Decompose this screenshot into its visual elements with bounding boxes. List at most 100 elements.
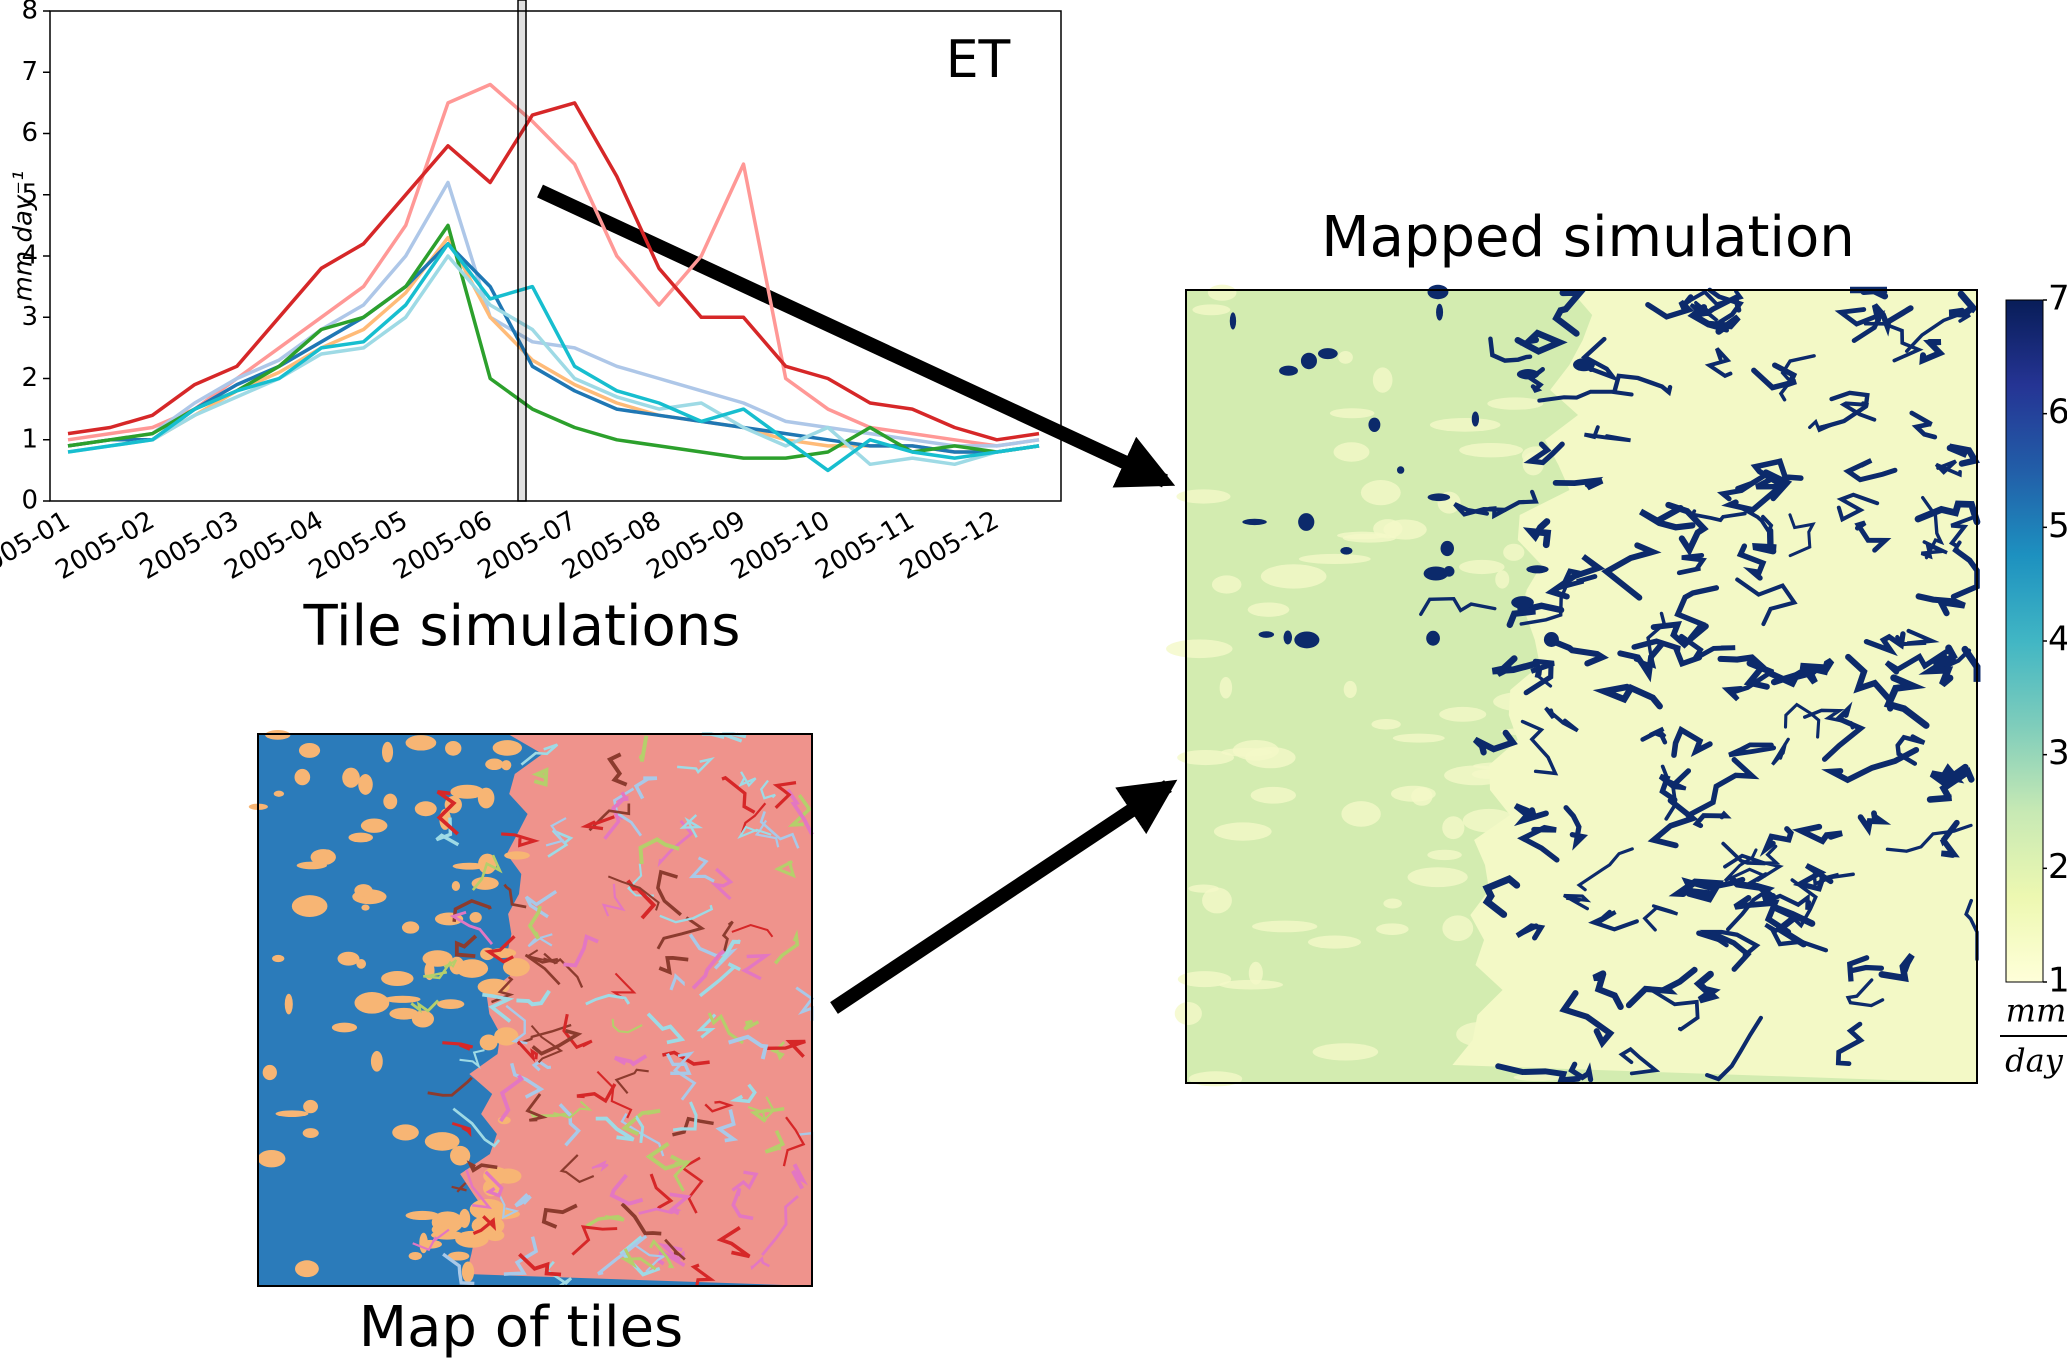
tile-streak [614, 1068, 649, 1095]
tile-streak [520, 743, 559, 766]
tile-streak [657, 819, 694, 868]
y-tick-label: 0 [21, 486, 38, 516]
tile-streak [718, 939, 741, 965]
map-patch [1459, 559, 1505, 575]
map-streak [1693, 970, 1721, 1004]
map-patch [1423, 566, 1449, 581]
tile-streak [690, 1263, 716, 1287]
map-streak [1863, 321, 1924, 363]
map-patch [1426, 630, 1440, 646]
y-tick-label: 5 [21, 179, 38, 209]
tile-patch [348, 832, 373, 843]
map-streak [1692, 810, 1732, 829]
tile-streak [499, 1074, 525, 1123]
colorbar-tick-label: 1 [2048, 961, 2067, 1001]
tile-streak [772, 781, 797, 809]
tile-streak [728, 1034, 769, 1060]
tile-streak [645, 1141, 689, 1171]
tile-streak [580, 815, 615, 831]
tile-patch [358, 774, 373, 795]
map-streak [1552, 289, 1588, 337]
tile-patch [354, 992, 390, 1014]
series-line [67, 223, 1040, 460]
map-streak [1676, 552, 1707, 576]
tile-streak [484, 935, 516, 964]
colorbar-tick-label: 5 [2048, 506, 2067, 546]
tile-streak [656, 916, 706, 950]
colorbar-tick-label: 2 [2048, 847, 2067, 887]
map-streak [1726, 872, 1776, 932]
map-patch [1343, 680, 1357, 698]
map-streak [1638, 505, 1696, 531]
map-streak [1674, 585, 1720, 641]
tile-streak [766, 1039, 806, 1058]
tile-streak [688, 856, 715, 883]
tile-streak [656, 869, 682, 917]
tile-streak [466, 1160, 498, 1173]
tile-patch [273, 790, 285, 797]
tile-streak [782, 1116, 806, 1167]
map-streak [1488, 336, 1533, 363]
map-streak [1648, 987, 1700, 1032]
map-streak [1705, 1015, 1763, 1082]
tile-streak [633, 1243, 667, 1273]
map-streak [1687, 304, 1741, 335]
tile-map [248, 730, 815, 1288]
map-streak [1642, 904, 1679, 932]
tile-streak [412, 1228, 450, 1252]
map-patch [1207, 284, 1237, 301]
map-streak [1884, 647, 1953, 675]
tile-streak [541, 1203, 578, 1229]
tile-streak [649, 1173, 674, 1211]
series-line [67, 101, 1040, 442]
tile-streak [658, 956, 689, 976]
tile-streak [704, 1100, 734, 1113]
map-streak [1544, 706, 1579, 733]
tile-patch [272, 954, 285, 963]
map-streak [1671, 725, 1713, 758]
tile-streak [509, 1062, 545, 1099]
map-streak [1523, 441, 1565, 466]
map-patch [1383, 519, 1427, 540]
tile-streak [559, 1154, 595, 1184]
tile-streak [738, 771, 757, 788]
tile-streak [638, 837, 680, 865]
tile-streak [459, 1049, 485, 1070]
tile-patch [471, 876, 499, 890]
map-patch [1439, 706, 1487, 722]
map-patch [1312, 1043, 1379, 1061]
tile-streak [672, 1051, 697, 1101]
tile-streak [449, 910, 494, 946]
tile-patch [455, 1230, 489, 1248]
map-streak [1588, 909, 1639, 932]
map-patch [1192, 304, 1231, 316]
tile-patch [331, 1022, 358, 1033]
map-streak [1563, 805, 1589, 851]
tile-streak [710, 867, 734, 901]
tile-streak [597, 1234, 648, 1276]
map-streak [1885, 823, 1973, 853]
map-patch [1333, 442, 1370, 462]
map-streak [1854, 520, 1892, 553]
tile-patch [437, 999, 465, 1010]
y-tick-label: 6 [21, 118, 38, 148]
map-streak [1863, 631, 1906, 657]
tile-streak [452, 899, 492, 923]
map-streak [1618, 1046, 1661, 1076]
map-streak [1592, 970, 1624, 1011]
tile-streak [585, 1214, 625, 1228]
map-patch [1440, 540, 1454, 557]
map-patch [1250, 786, 1297, 804]
map-streak [1847, 955, 1885, 982]
tile-streak [465, 1169, 493, 1209]
map-patch [1436, 303, 1444, 321]
tile-patch [389, 1007, 419, 1020]
tile-streak [595, 1116, 635, 1142]
map-patch [1396, 466, 1405, 474]
map-streak [1668, 878, 1724, 903]
tile-streak [764, 1130, 786, 1154]
map-streak [1752, 527, 1777, 555]
map-streak [1681, 876, 1746, 896]
tile-patch [408, 1251, 422, 1261]
map-patch [1442, 915, 1474, 942]
